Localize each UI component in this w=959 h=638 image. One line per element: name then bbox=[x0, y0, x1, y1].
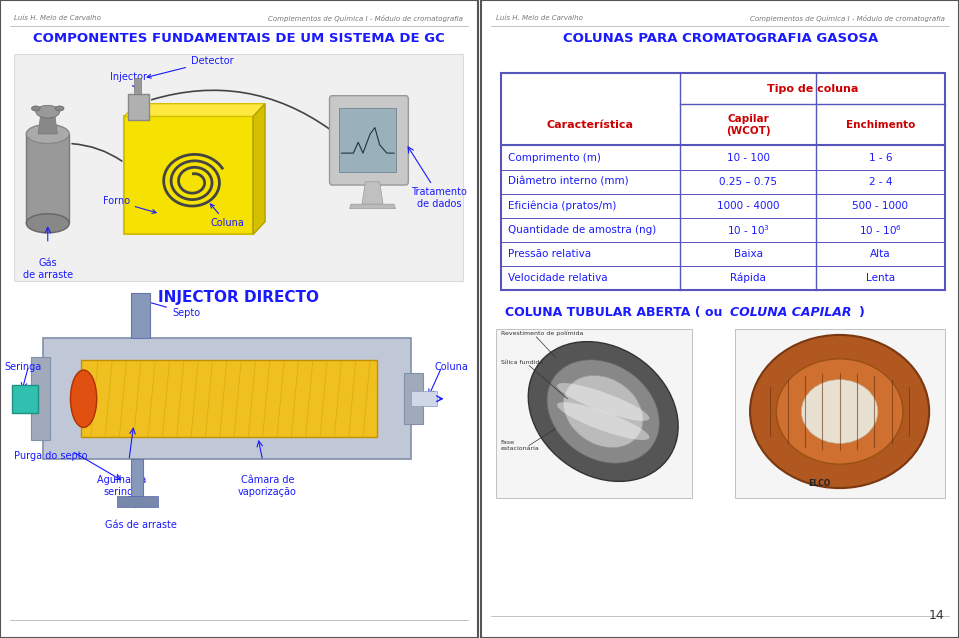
Ellipse shape bbox=[564, 375, 643, 448]
Text: Diâmetro interno (mm): Diâmetro interno (mm) bbox=[507, 177, 628, 187]
Ellipse shape bbox=[802, 380, 877, 443]
Text: Coluna: Coluna bbox=[434, 362, 469, 372]
FancyBboxPatch shape bbox=[12, 385, 38, 413]
Bar bbox=[496, 329, 691, 498]
Bar bbox=[735, 329, 945, 498]
Text: Enchimento: Enchimento bbox=[846, 120, 915, 130]
Text: Eficiência (pratos/m): Eficiência (pratos/m) bbox=[507, 200, 616, 211]
Text: Coluna: Coluna bbox=[210, 204, 244, 228]
Text: Forno: Forno bbox=[103, 196, 156, 214]
Text: Tipo de coluna: Tipo de coluna bbox=[767, 84, 858, 94]
Polygon shape bbox=[253, 103, 265, 235]
Text: 1000 - 4000: 1000 - 4000 bbox=[717, 201, 780, 211]
Text: 2 - 4: 2 - 4 bbox=[869, 177, 892, 187]
FancyBboxPatch shape bbox=[339, 108, 396, 172]
Text: 1 - 6: 1 - 6 bbox=[869, 152, 892, 163]
Text: Detector: Detector bbox=[147, 56, 234, 78]
FancyBboxPatch shape bbox=[124, 117, 253, 235]
Text: 14: 14 bbox=[929, 609, 945, 622]
Text: Velocidade relativa: Velocidade relativa bbox=[507, 273, 607, 283]
Text: COLUNA TUBULAR ABERTA ( ou: COLUNA TUBULAR ABERTA ( ou bbox=[505, 306, 727, 319]
Ellipse shape bbox=[547, 360, 660, 463]
Text: Lenta: Lenta bbox=[866, 273, 895, 283]
Text: INJECTOR DIRECTO: INJECTOR DIRECTO bbox=[158, 290, 319, 306]
Text: Câmara de
vaporização: Câmara de vaporização bbox=[238, 475, 297, 497]
Polygon shape bbox=[38, 115, 58, 134]
Ellipse shape bbox=[528, 341, 678, 482]
Text: 500 - 1000: 500 - 1000 bbox=[853, 201, 908, 211]
FancyBboxPatch shape bbox=[82, 360, 377, 437]
Ellipse shape bbox=[56, 106, 64, 111]
Text: Seringa: Seringa bbox=[5, 362, 42, 372]
Text: 0.25 – 0.75: 0.25 – 0.75 bbox=[719, 177, 777, 187]
Text: 10 - 10$^6$: 10 - 10$^6$ bbox=[858, 223, 901, 237]
Text: Gás
de arraste: Gás de arraste bbox=[23, 258, 73, 280]
Text: Luís H. Melo de Carvalho: Luís H. Melo de Carvalho bbox=[14, 15, 102, 20]
Text: Pressão relativa: Pressão relativa bbox=[507, 249, 591, 259]
Text: Alta: Alta bbox=[870, 249, 891, 259]
Text: Agulha da
seringa: Agulha da seringa bbox=[97, 475, 147, 497]
Text: COLUNAS PARA CROMATOGRAFIA GASOSA: COLUNAS PARA CROMATOGRAFIA GASOSA bbox=[563, 32, 877, 45]
Text: COLUNA CAPILAR: COLUNA CAPILAR bbox=[730, 306, 852, 319]
Polygon shape bbox=[362, 182, 383, 204]
Text: Revestimento de polímida: Revestimento de polímida bbox=[501, 330, 583, 336]
Ellipse shape bbox=[70, 370, 97, 427]
Text: Comprimento (m): Comprimento (m) bbox=[507, 152, 600, 163]
Text: Gás de arraste: Gás de arraste bbox=[105, 520, 176, 530]
Text: Capilar
(WCOT): Capilar (WCOT) bbox=[726, 114, 770, 135]
Text: Fase
estacionária: Fase estacionária bbox=[501, 440, 539, 451]
Text: 10 - 100: 10 - 100 bbox=[727, 152, 770, 163]
FancyBboxPatch shape bbox=[133, 78, 141, 94]
FancyBboxPatch shape bbox=[117, 496, 157, 507]
Ellipse shape bbox=[777, 359, 902, 464]
Text: Característica: Característica bbox=[547, 120, 634, 130]
FancyBboxPatch shape bbox=[31, 357, 50, 440]
Text: Septo: Septo bbox=[145, 300, 200, 318]
Text: Tratamento
de dados: Tratamento de dados bbox=[411, 187, 467, 209]
FancyBboxPatch shape bbox=[128, 94, 149, 120]
Text: ): ) bbox=[858, 306, 865, 319]
Text: Baixa: Baixa bbox=[734, 249, 762, 259]
Bar bbox=[501, 73, 945, 290]
FancyBboxPatch shape bbox=[410, 391, 437, 406]
Text: Rápida: Rápida bbox=[730, 273, 766, 283]
Ellipse shape bbox=[557, 402, 649, 440]
Ellipse shape bbox=[557, 383, 649, 421]
FancyBboxPatch shape bbox=[14, 54, 463, 281]
Ellipse shape bbox=[32, 106, 40, 111]
Ellipse shape bbox=[26, 214, 69, 233]
Text: Injector: Injector bbox=[110, 71, 147, 87]
Text: Complementos de Química I - Módulo de cromatografia: Complementos de Química I - Módulo de cr… bbox=[750, 15, 945, 22]
FancyBboxPatch shape bbox=[330, 96, 409, 185]
Text: 10 - 10$^3$: 10 - 10$^3$ bbox=[727, 223, 769, 237]
Text: Quantidade de amostra (ng): Quantidade de amostra (ng) bbox=[507, 225, 656, 235]
Ellipse shape bbox=[26, 124, 69, 144]
Text: Complementos de Química I - Módulo de cromatografia: Complementos de Química I - Módulo de cr… bbox=[269, 15, 463, 22]
Text: Luís H. Melo de Carvalho: Luís H. Melo de Carvalho bbox=[496, 15, 583, 20]
Polygon shape bbox=[26, 134, 69, 223]
Text: ELCO: ELCO bbox=[808, 479, 830, 488]
FancyBboxPatch shape bbox=[131, 293, 151, 338]
Polygon shape bbox=[124, 103, 265, 116]
Text: Purga do septo: Purga do septo bbox=[14, 451, 88, 461]
Text: Sílica fundida: Sílica fundida bbox=[501, 360, 543, 365]
FancyBboxPatch shape bbox=[131, 459, 143, 504]
Ellipse shape bbox=[750, 335, 929, 488]
FancyBboxPatch shape bbox=[43, 338, 410, 459]
FancyBboxPatch shape bbox=[404, 373, 423, 424]
Text: COMPONENTES FUNDAMENTAIS DE UM SISTEMA DE GC: COMPONENTES FUNDAMENTAIS DE UM SISTEMA D… bbox=[33, 32, 445, 45]
Polygon shape bbox=[350, 204, 395, 209]
Ellipse shape bbox=[35, 105, 59, 118]
